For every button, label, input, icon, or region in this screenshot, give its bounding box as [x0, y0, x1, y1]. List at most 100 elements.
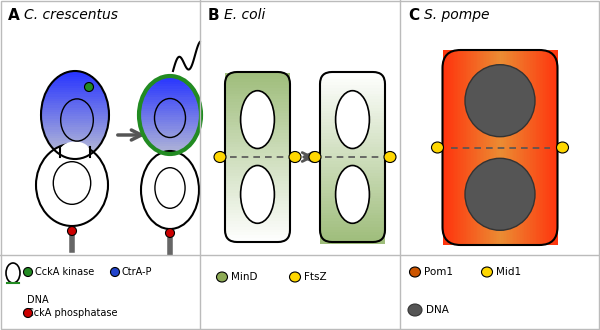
- Ellipse shape: [43, 74, 107, 156]
- Bar: [225, 110, 290, 113]
- Bar: [535, 50, 536, 245]
- Bar: [225, 92, 290, 96]
- Bar: [48, 87, 102, 90]
- Bar: [143, 95, 197, 97]
- Bar: [470, 50, 472, 245]
- Text: CtrA-P: CtrA-P: [122, 267, 152, 277]
- Bar: [139, 115, 201, 117]
- Bar: [141, 99, 199, 102]
- Bar: [225, 95, 290, 99]
- Bar: [225, 189, 290, 193]
- Bar: [142, 97, 198, 100]
- Bar: [320, 183, 385, 187]
- Bar: [467, 50, 469, 245]
- Bar: [480, 50, 482, 245]
- Bar: [550, 50, 552, 245]
- Bar: [320, 73, 385, 77]
- Bar: [44, 96, 106, 99]
- Bar: [41, 122, 109, 125]
- Bar: [225, 178, 290, 181]
- Bar: [527, 50, 529, 245]
- Bar: [225, 203, 290, 207]
- Bar: [225, 209, 290, 213]
- Bar: [320, 95, 385, 99]
- Bar: [150, 144, 190, 147]
- Bar: [146, 88, 193, 91]
- Bar: [543, 50, 545, 245]
- Ellipse shape: [59, 94, 91, 136]
- Bar: [487, 50, 489, 245]
- Bar: [225, 155, 290, 159]
- Bar: [320, 101, 385, 105]
- Ellipse shape: [42, 73, 108, 157]
- Bar: [320, 107, 385, 111]
- Bar: [225, 231, 290, 235]
- Bar: [140, 121, 200, 124]
- Bar: [49, 85, 101, 88]
- Bar: [532, 50, 533, 245]
- Bar: [520, 50, 522, 245]
- Bar: [506, 50, 508, 245]
- Bar: [152, 146, 187, 149]
- Bar: [476, 50, 478, 245]
- Bar: [451, 50, 453, 245]
- Bar: [320, 197, 385, 201]
- Ellipse shape: [290, 272, 301, 282]
- Bar: [320, 192, 385, 195]
- Bar: [444, 50, 446, 245]
- Bar: [542, 50, 544, 245]
- Bar: [225, 132, 290, 136]
- Bar: [320, 81, 385, 85]
- Text: Pom1: Pom1: [424, 267, 453, 277]
- Bar: [320, 220, 385, 224]
- Bar: [517, 50, 519, 245]
- Bar: [41, 114, 109, 116]
- Bar: [320, 98, 385, 102]
- Ellipse shape: [465, 158, 535, 230]
- Bar: [225, 169, 290, 173]
- Bar: [320, 228, 385, 232]
- Bar: [225, 121, 290, 125]
- Bar: [320, 212, 385, 215]
- Bar: [484, 50, 486, 245]
- Bar: [55, 149, 95, 151]
- Bar: [225, 118, 290, 122]
- Bar: [320, 237, 385, 241]
- Bar: [320, 240, 385, 244]
- Bar: [454, 50, 456, 245]
- Bar: [139, 113, 201, 115]
- Bar: [139, 119, 200, 122]
- Bar: [225, 152, 290, 156]
- Bar: [225, 73, 290, 77]
- Ellipse shape: [110, 268, 119, 277]
- Text: DNA: DNA: [426, 305, 449, 315]
- Bar: [225, 217, 290, 221]
- Bar: [513, 50, 515, 245]
- Bar: [546, 50, 548, 245]
- Bar: [41, 112, 109, 114]
- Bar: [533, 50, 535, 245]
- Bar: [43, 100, 107, 103]
- Bar: [490, 50, 492, 245]
- Bar: [139, 108, 200, 111]
- Bar: [225, 138, 290, 142]
- Bar: [225, 146, 290, 150]
- Bar: [320, 138, 385, 142]
- Bar: [320, 144, 385, 147]
- Bar: [529, 50, 530, 245]
- Bar: [225, 163, 290, 167]
- Text: C. crescentus: C. crescentus: [24, 8, 118, 22]
- Bar: [146, 139, 193, 142]
- Ellipse shape: [52, 85, 98, 145]
- Bar: [140, 126, 199, 129]
- Ellipse shape: [60, 96, 90, 134]
- Bar: [496, 50, 497, 245]
- Bar: [225, 81, 290, 85]
- Bar: [225, 206, 290, 210]
- Bar: [549, 50, 551, 245]
- Bar: [457, 50, 459, 245]
- Bar: [225, 194, 290, 198]
- Bar: [144, 92, 196, 95]
- Text: Mid1: Mid1: [496, 267, 521, 277]
- Bar: [485, 50, 488, 245]
